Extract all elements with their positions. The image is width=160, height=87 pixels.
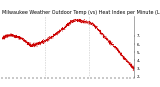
Text: Milwaukee Weather Outdoor Temp (vs) Heat Index per Minute (Last 24 Hours): Milwaukee Weather Outdoor Temp (vs) Heat… [2,10,160,15]
